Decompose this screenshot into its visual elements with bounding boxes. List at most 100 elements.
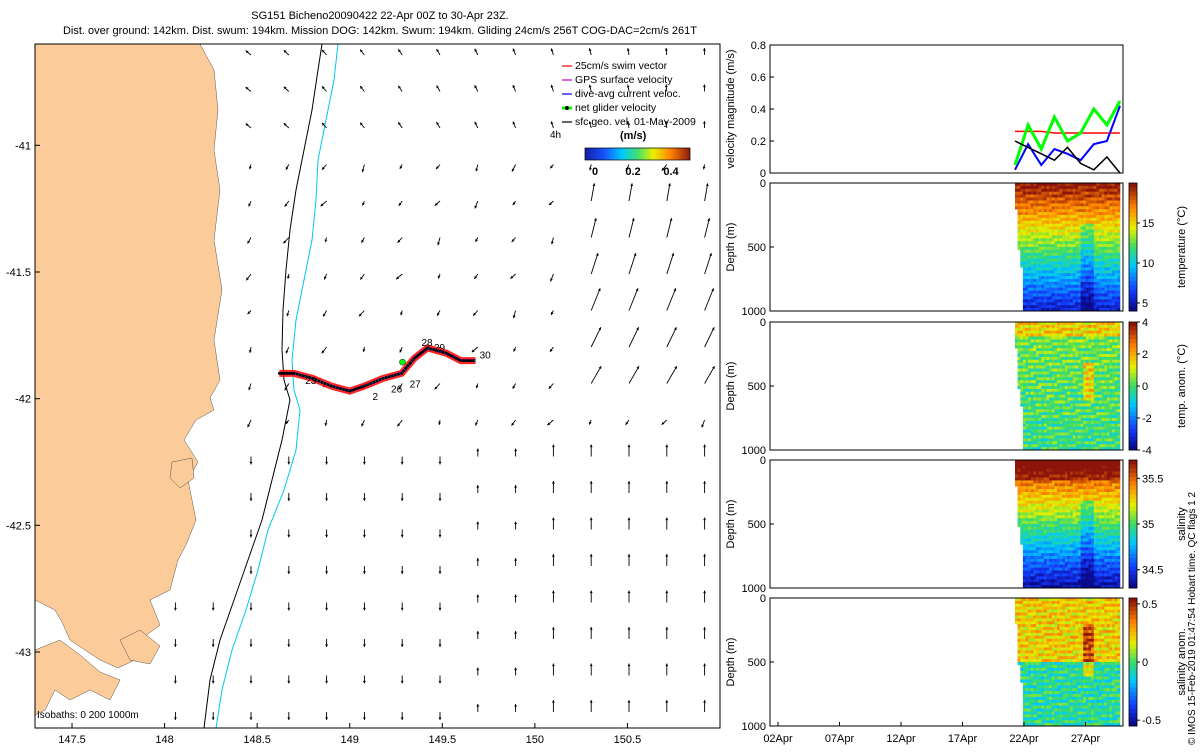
geo-velocity-arrow bbox=[703, 48, 706, 55]
track-fix bbox=[409, 362, 412, 365]
geo-velocity-arrow bbox=[549, 384, 554, 389]
geo-velocity-arrow bbox=[513, 122, 516, 128]
legend-item: GPS surface velocity bbox=[562, 74, 673, 86]
track-fix bbox=[288, 372, 291, 375]
geo-velocity-arrow bbox=[436, 165, 440, 170]
geo-velocity-arrow bbox=[325, 603, 328, 611]
time-tick-label: 27Apr bbox=[1071, 733, 1101, 745]
track-fix bbox=[411, 359, 414, 362]
geo-velocity-arrow bbox=[511, 420, 515, 426]
map-x-tick-label: 147.5 bbox=[58, 734, 86, 746]
geo-velocity-arrow bbox=[476, 631, 479, 639]
geo-velocity-arrow bbox=[514, 485, 517, 493]
track-day-label: 23 bbox=[305, 376, 317, 387]
geo-velocity-arrow bbox=[250, 712, 253, 720]
panel-frame bbox=[770, 45, 1123, 173]
geo-velocity-arrow bbox=[362, 165, 365, 173]
geo-velocity-arrow bbox=[551, 238, 554, 245]
geo-velocity-arrow bbox=[325, 238, 328, 243]
geo-velocity-arrow bbox=[590, 518, 593, 530]
colorbar-tick-label: 35.5 bbox=[1142, 473, 1163, 485]
track-fix bbox=[321, 381, 324, 384]
geo-velocity-arrow bbox=[703, 554, 706, 566]
map-y-tick-label: -43 bbox=[15, 647, 31, 659]
geo-velocity-arrow bbox=[475, 238, 478, 242]
geo-velocity-arrow bbox=[212, 676, 215, 684]
geo-velocity-arrow bbox=[514, 522, 517, 530]
geo-velocity-arrow bbox=[250, 639, 253, 647]
geo-velocity-arrow bbox=[510, 274, 515, 279]
geo-velocity-arrow bbox=[667, 288, 676, 310]
geo-velocity-arrow bbox=[552, 627, 555, 639]
colorbar-tick-label: 0.2 bbox=[625, 166, 640, 178]
geo-velocity-arrow bbox=[250, 493, 253, 501]
time-tick-label: 07Apr bbox=[825, 733, 855, 745]
geo-velocity-arrow bbox=[513, 49, 516, 55]
map-x-tick-label: 149 bbox=[341, 734, 359, 746]
geo-velocity-arrow bbox=[249, 165, 252, 170]
geo-velocity-arrow bbox=[476, 668, 479, 676]
geo-velocity-arrow bbox=[437, 311, 440, 316]
track-day-label: 30 bbox=[480, 351, 492, 362]
map-y-tick-label: -42.5 bbox=[6, 520, 31, 532]
colorbar-tick-label: -2 bbox=[1142, 413, 1152, 425]
track-fix bbox=[462, 359, 465, 362]
geo-velocity-arrow bbox=[476, 558, 479, 566]
legend-item: net glider velocity bbox=[562, 102, 657, 114]
geo-velocity-arrow bbox=[363, 566, 366, 574]
panel-frame bbox=[770, 598, 1123, 726]
geo-velocity-arrow bbox=[324, 274, 327, 280]
geo-velocity-arrow bbox=[475, 420, 478, 426]
geo-velocity-arrow bbox=[246, 51, 251, 55]
geo-velocity-arrow bbox=[287, 493, 290, 501]
geo-velocity-arrow bbox=[476, 704, 479, 712]
geo-velocity-arrow bbox=[286, 347, 289, 353]
track-fix bbox=[472, 359, 475, 362]
geo-velocity-arrow bbox=[247, 420, 251, 427]
geo-velocity-arrow bbox=[401, 457, 404, 465]
colorbar-tick-label: 0 bbox=[592, 166, 598, 178]
geo-velocity-arrow bbox=[476, 449, 479, 457]
land-tasmania bbox=[35, 44, 222, 668]
geo-velocity-arrow bbox=[437, 49, 441, 55]
geo-velocity-arrow bbox=[590, 627, 593, 639]
track-fix bbox=[358, 386, 361, 389]
track-fix bbox=[296, 373, 299, 376]
panel-frame bbox=[770, 322, 1123, 450]
track-fix bbox=[330, 385, 333, 388]
geo-velocity-arrow bbox=[322, 165, 327, 170]
track-fix bbox=[469, 359, 472, 362]
track-fix bbox=[366, 383, 369, 386]
geo-velocity-arrow bbox=[396, 274, 402, 279]
geo-velocity-arrow bbox=[359, 311, 364, 317]
geo-velocity-arrow bbox=[174, 603, 177, 611]
geo-velocity-arrow bbox=[665, 481, 668, 493]
geo-velocity-arrow bbox=[362, 201, 365, 206]
colorbar-title: (m/s) bbox=[620, 130, 647, 142]
geo-velocity-arrow bbox=[590, 445, 593, 457]
geo-velocity-arrow bbox=[551, 48, 554, 55]
legend-item: 25cm/s swim vector bbox=[562, 60, 668, 72]
geo-velocity-arrow bbox=[287, 676, 290, 684]
geo-velocity-arrow bbox=[628, 700, 631, 712]
legend-item: dive-avg current veloc. bbox=[562, 88, 681, 100]
net-velocity-marker bbox=[400, 359, 406, 365]
geo-velocity-arrow bbox=[287, 566, 290, 574]
geo-velocity-arrow bbox=[552, 554, 555, 566]
panel-frame bbox=[770, 460, 1123, 588]
geo-velocity-arrow bbox=[212, 712, 215, 720]
geo-velocity-arrow bbox=[398, 49, 402, 55]
geo-velocity-arrow bbox=[552, 591, 555, 603]
map-legend: 25cm/s swim vector GPS surface velocity di… bbox=[550, 60, 696, 141]
geo-velocity-arrow bbox=[629, 253, 636, 274]
geo-velocity-arrow bbox=[514, 595, 517, 603]
geo-velocity-arrow bbox=[476, 485, 479, 493]
track-fix bbox=[450, 354, 453, 357]
geo-velocity-arrow bbox=[552, 445, 555, 457]
track-fix bbox=[339, 387, 342, 390]
geo-velocity-arrow bbox=[363, 639, 366, 647]
geo-velocity-arrow bbox=[325, 420, 328, 426]
geo-velocity-arrow bbox=[174, 676, 177, 684]
